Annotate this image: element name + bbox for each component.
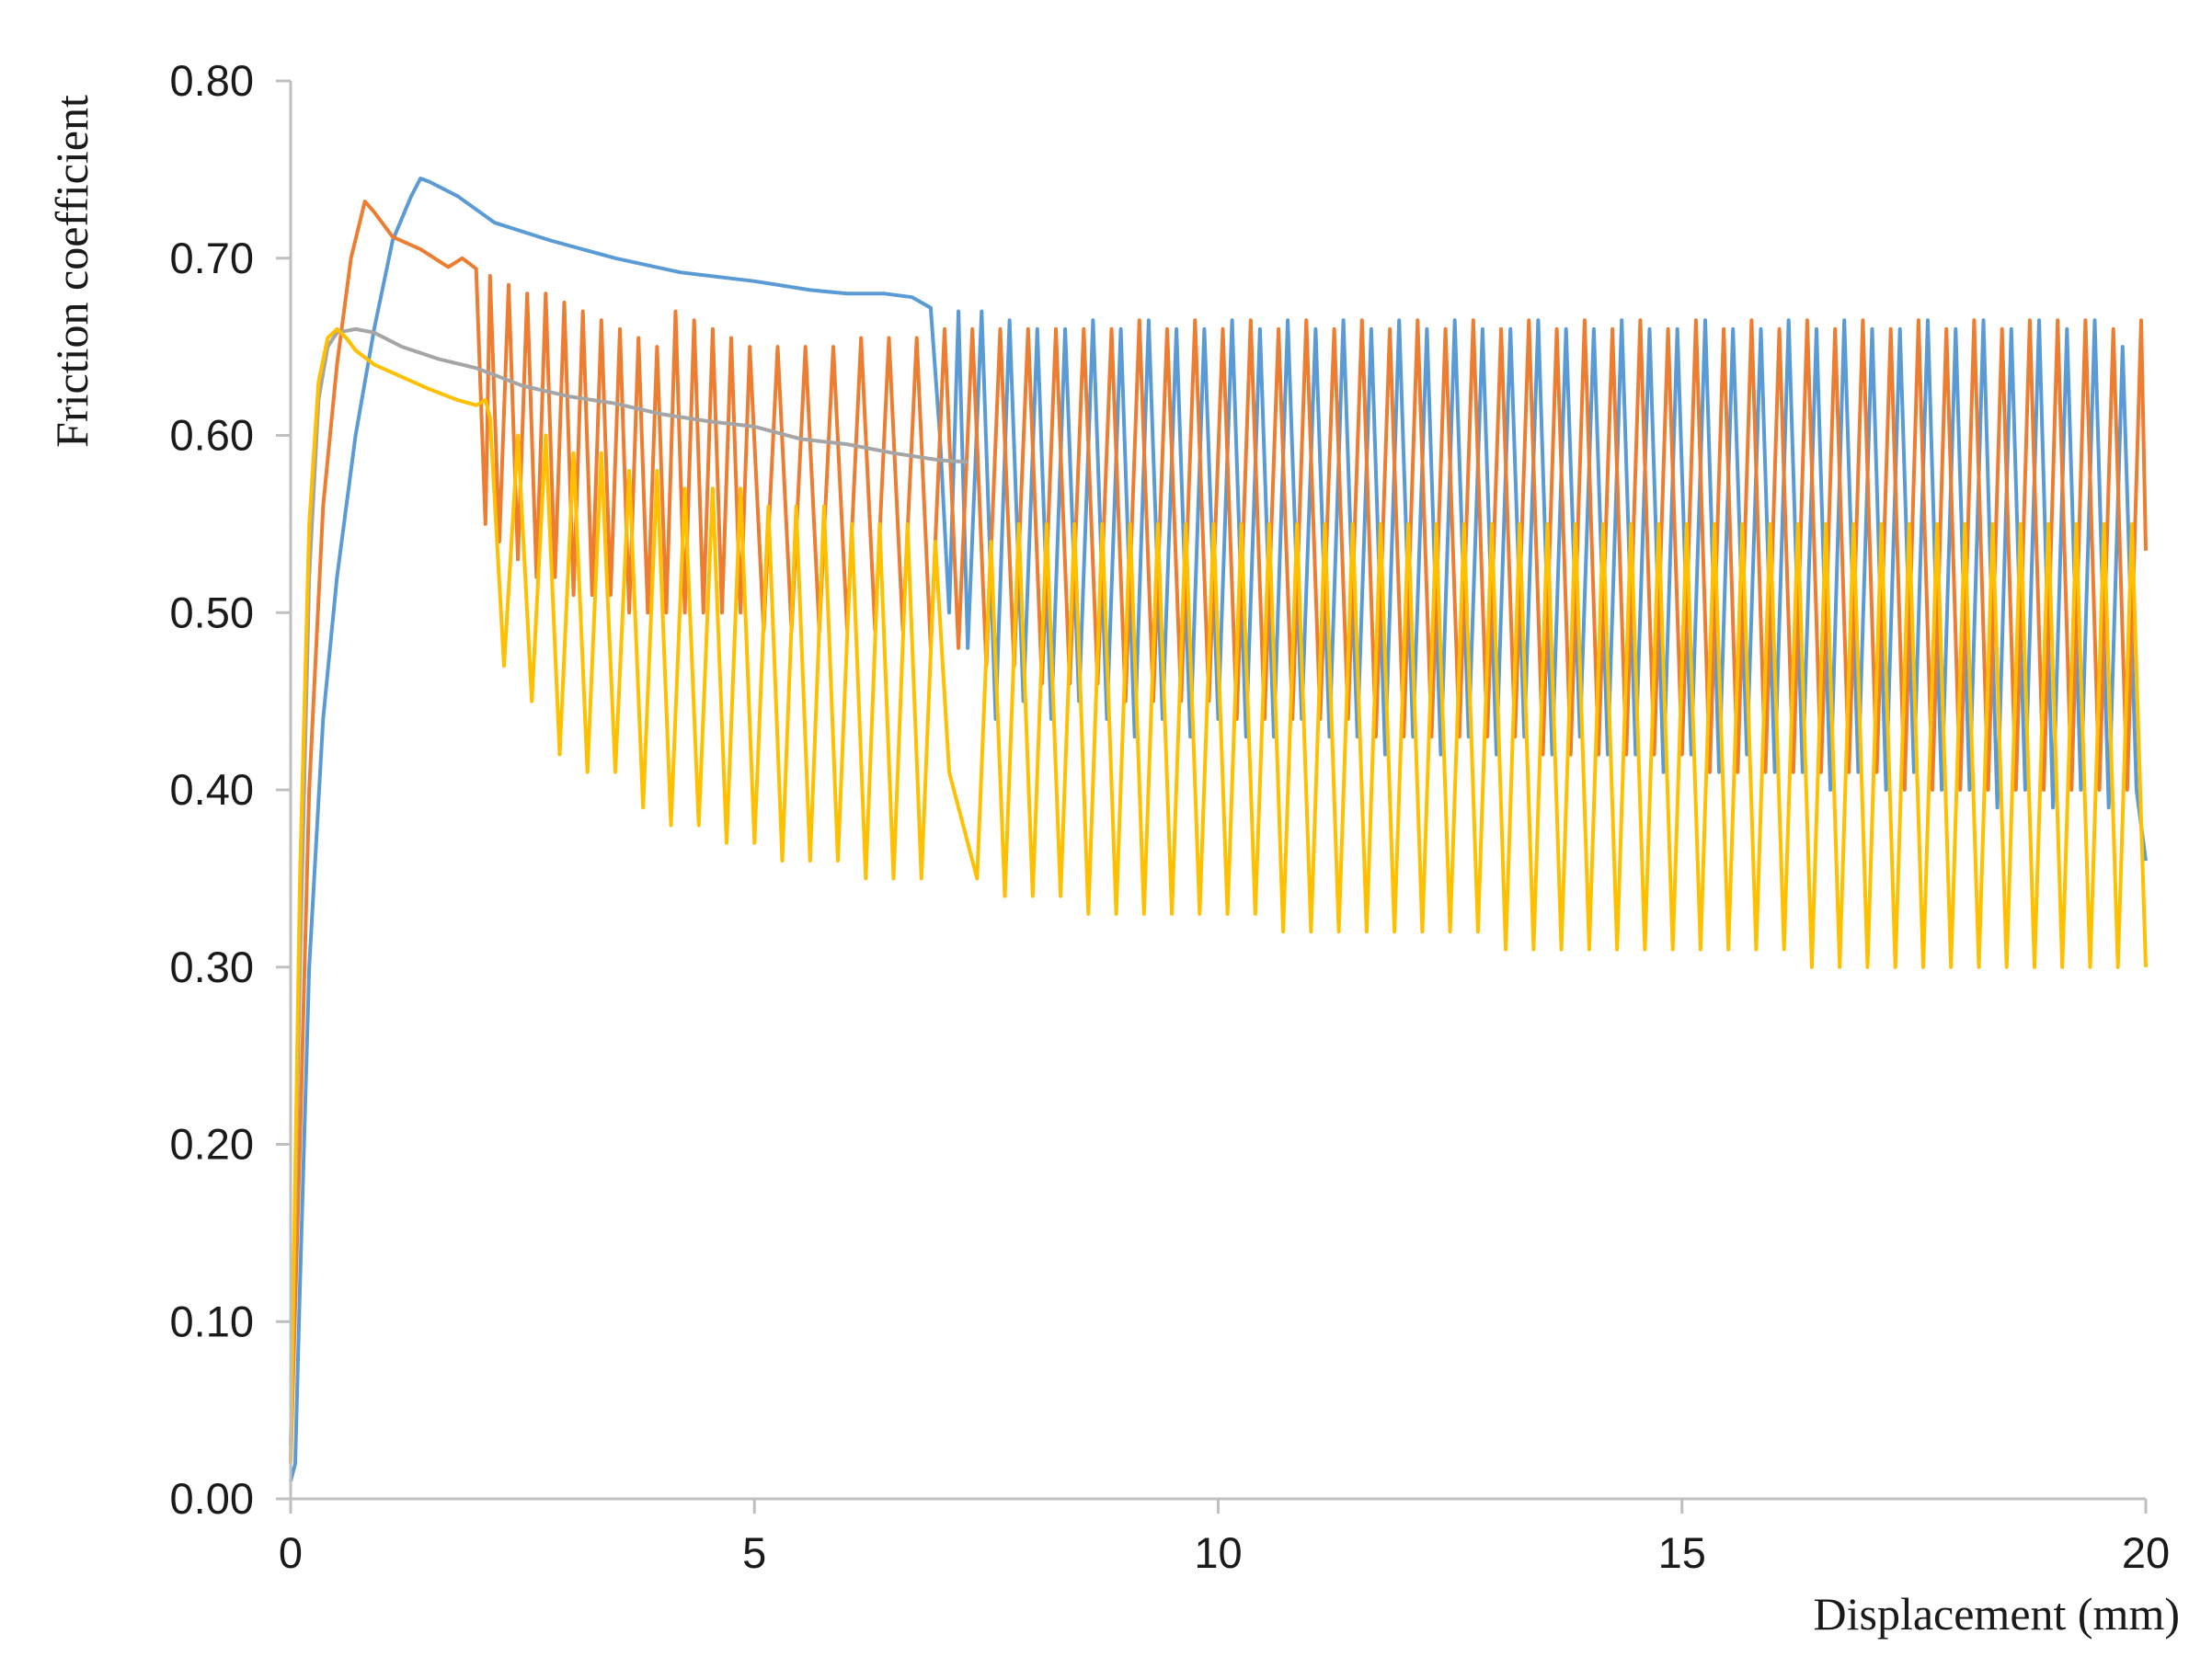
series-line-4: [289, 326, 2148, 1464]
y-ticks: 0.00 0.10 0.20 0.30 0.40 0.50 0.60 0.70 0.80: [170, 56, 291, 1523]
x-tick-label: 5: [742, 1528, 766, 1577]
x-tick-label: 20: [2122, 1528, 2170, 1577]
series-layer: [289, 177, 2148, 1482]
y-tick-label: 0.10: [170, 1297, 254, 1345]
y-tick-label: 0.60: [170, 411, 254, 460]
y-tick-label: 0.70: [170, 234, 254, 282]
y-tick-label: 0.30: [170, 943, 254, 991]
y-tick-label: 0.50: [170, 588, 254, 636]
y-axis-title: Friction coefficient: [46, 95, 97, 448]
y-tick-label: 0.80: [170, 56, 254, 105]
y-tick-label: 0.40: [170, 765, 254, 814]
x-tick-label: 0: [279, 1528, 303, 1577]
x-ticks: 0 5 10 15 20: [279, 1499, 2170, 1577]
x-tick-label: 10: [1194, 1528, 1242, 1577]
y-tick-label: 0.00: [170, 1474, 254, 1523]
x-tick-label: 15: [1658, 1528, 1706, 1577]
x-axis-title: Displacement (mm): [1814, 1588, 2181, 1640]
y-tick-label: 0.20: [170, 1120, 254, 1169]
series-line-3: [289, 326, 968, 1446]
series-line-2: [289, 200, 2148, 1464]
